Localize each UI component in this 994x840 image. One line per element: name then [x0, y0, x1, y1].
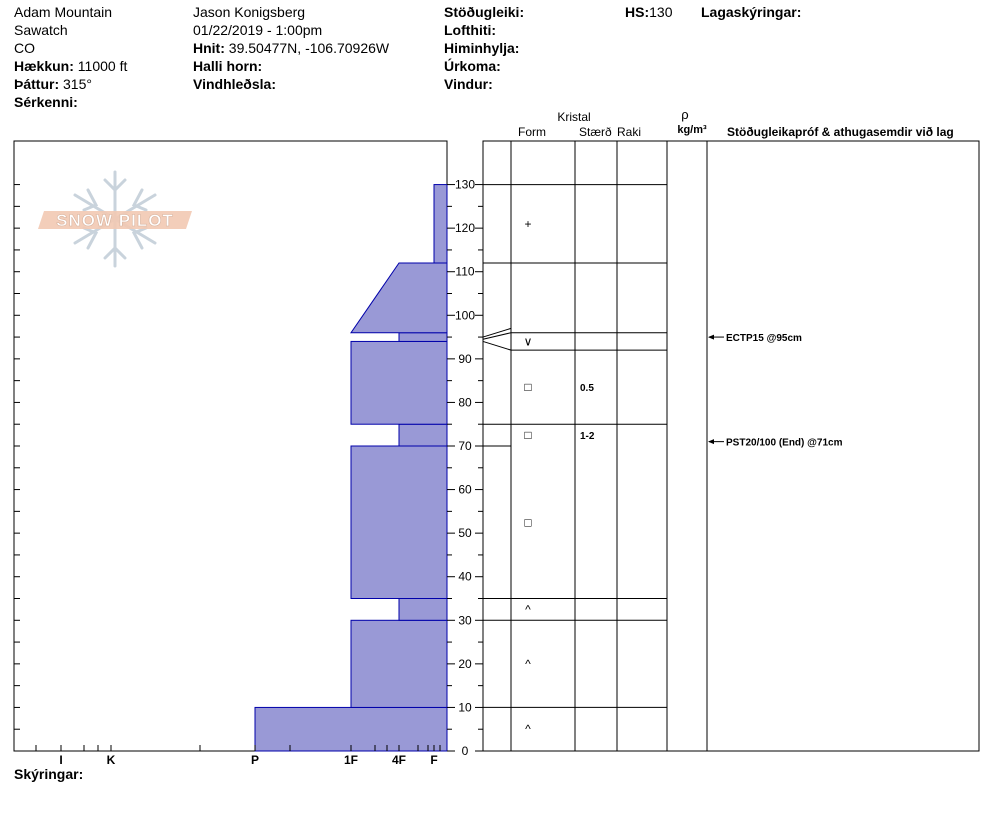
datetime: 01/22/2019 - 1:00pm	[193, 22, 323, 38]
coords-value: 39.50477N, -106.70926W	[228, 40, 390, 56]
depth-tick-label: 20	[458, 657, 472, 671]
crystal-form: □	[524, 380, 531, 394]
slope-label: Halli horn:	[193, 58, 263, 74]
crystal-form: ^	[525, 602, 531, 616]
depth-tick-label: 60	[458, 483, 472, 497]
hardness-bar	[433, 184, 448, 264]
aspect-label: Þáttur:	[14, 76, 60, 92]
crystal-form: □	[524, 515, 531, 529]
test-label: ECTP15 @95cm	[726, 333, 802, 344]
depth-tick-label: 30	[458, 613, 472, 627]
notes-label: Skýringar:	[14, 766, 84, 782]
depth-tick-label: 110	[455, 265, 474, 279]
wind-loading-label: Vindhleðsla:	[193, 76, 276, 92]
crystal-form: ∨	[524, 334, 533, 348]
test-arrow	[708, 334, 714, 340]
elevation: Hækkun: 11000 ft	[14, 57, 127, 75]
test-label: PST20/100 (End) @71cm	[726, 438, 843, 449]
layer-rows: ^ ^ ^ □ □ 1-2 □ 0.5 ∨ +	[482, 184, 667, 736]
aspect: Þáttur: 315°	[14, 75, 92, 93]
mountain-range: Sawatch	[14, 22, 68, 38]
crystal-form: ^	[525, 722, 531, 736]
form-header: Form	[518, 125, 546, 139]
wind-label: Vindur:	[444, 76, 493, 92]
crystal-form: □	[524, 428, 531, 442]
tests-header: Stöðugleikapróf & athugasemdir við lag	[727, 125, 954, 139]
depth-tick-label: 70	[458, 439, 472, 453]
precip-label: Úrkoma:	[444, 58, 501, 74]
size-header: Stærð	[579, 125, 612, 139]
depth-tick-label: 40	[458, 570, 472, 584]
snow-height: HS:130	[625, 3, 672, 21]
left-axis-ticks	[14, 184, 20, 752]
state: CO	[14, 40, 35, 56]
hardness-axis: I K P 1F 4F F	[35, 745, 441, 767]
layer-notes-label: Lagaskýringar:	[701, 4, 802, 20]
stability-label: Stöðugleiki:	[444, 4, 525, 20]
hardness-tick-label: 4F	[392, 753, 406, 767]
hardness-bar	[398, 332, 448, 342]
air-temp-label: Lofthiti:	[444, 22, 497, 38]
hardness-bar	[398, 598, 448, 621]
hardness-bar	[350, 619, 448, 708]
hardness-tick-label: P	[251, 753, 259, 767]
hardness-bar	[350, 445, 448, 599]
stability-tests: ECTP15 @95cm PST20/100 (End) @71cm	[708, 333, 843, 449]
features-label: Sérkenni:	[14, 94, 78, 110]
elevation-value: 11000 ft	[77, 58, 128, 74]
depth-tick-label: 130	[455, 178, 475, 192]
hardness-tick-label: I	[59, 753, 62, 767]
rho-header: ρ	[681, 107, 688, 122]
observer: Jason Konigsberg	[193, 4, 306, 20]
crystal-size: 1-2	[580, 431, 595, 442]
snow-pilot-logo: SNOW PILOT	[38, 170, 192, 268]
coordinates: Hnit: 39.50477N, -106.70926W	[193, 39, 389, 57]
crystal-header: Kristal	[557, 110, 590, 124]
crystal-size: 0.5	[580, 383, 594, 394]
depth-tick-label: 80	[458, 395, 472, 409]
depth-tick-label: 50	[458, 526, 472, 540]
logo-text: SNOW PILOT	[56, 211, 174, 230]
layer-connector	[482, 340, 512, 351]
coords-label: Hnit:	[193, 40, 225, 56]
depth-tick-label: 120	[455, 221, 475, 235]
depth-tick-label: 0	[462, 744, 469, 758]
hardness-bar	[350, 262, 448, 334]
aspect-value: 315°	[63, 76, 92, 92]
hardness-bar	[350, 340, 448, 425]
depth-axis: 0 10 20 30 40 50 60 70 80 90 100 110 120 130	[447, 141, 484, 758]
hs-label: HS:	[625, 4, 650, 20]
density-unit-header: kg/m³	[677, 124, 707, 136]
layer-connector	[482, 332, 512, 340]
hardness-tick-label: F	[430, 753, 437, 767]
hardness-bar	[398, 423, 448, 447]
location-name: Adam Mountain	[14, 4, 113, 20]
crystal-form: +	[524, 217, 531, 231]
crystal-form: ^	[525, 657, 531, 671]
depth-tick-label: 100	[455, 308, 475, 322]
hardness-bar	[254, 706, 448, 752]
hs-value: 130	[649, 4, 673, 20]
hardness-profile	[254, 184, 448, 752]
hardness-tick-label: K	[107, 753, 116, 767]
layer-connector	[482, 327, 512, 338]
elevation-label: Hækkun:	[14, 58, 74, 74]
hardness-tick-label: 1F	[344, 753, 358, 767]
sky-label: Himinhylja:	[444, 40, 520, 56]
depth-tick-label: 90	[458, 352, 472, 366]
depth-tick-label: 10	[458, 700, 472, 714]
test-arrow	[708, 439, 714, 445]
moisture-header: Raki	[617, 125, 641, 139]
